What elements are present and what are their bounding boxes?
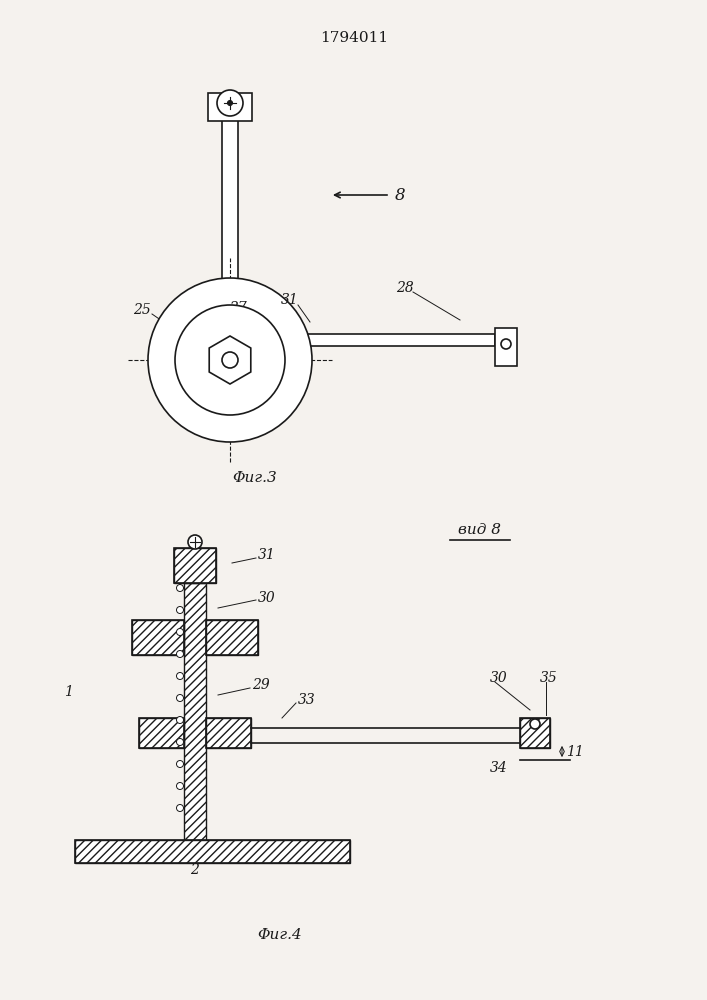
Text: 29: 29 [252,678,270,692]
Circle shape [175,305,285,415]
Bar [184,583,206,855]
Bar [206,620,258,655]
Bar [520,718,550,748]
Circle shape [177,738,184,746]
Text: 2: 2 [191,863,199,877]
Text: Φиг.3: Φиг.3 [233,471,277,485]
Text: 30: 30 [490,671,508,685]
Bar [520,718,550,748]
Circle shape [177,672,184,680]
Bar [132,620,184,655]
Polygon shape [209,336,251,384]
Bar [206,718,251,748]
Bar [495,328,517,366]
Circle shape [177,760,184,768]
Bar [139,718,184,748]
Text: 31: 31 [281,293,299,307]
Circle shape [177,606,184,613]
Text: 30: 30 [258,591,276,605]
Bar [139,718,184,748]
Text: 1794011: 1794011 [320,31,388,45]
Circle shape [177,584,184,591]
Circle shape [177,716,184,724]
Circle shape [501,339,511,349]
Bar [75,840,350,863]
Circle shape [177,694,184,702]
Circle shape [177,650,184,658]
Bar [206,718,251,748]
Text: 34: 34 [490,761,508,775]
Text: вид 8: вид 8 [459,523,501,537]
Circle shape [217,90,243,116]
Text: 27: 27 [229,301,247,315]
Text: 25: 25 [133,303,151,317]
Text: 1: 1 [64,685,72,699]
Circle shape [228,101,233,105]
Bar [208,93,252,121]
Bar [222,107,238,360]
Text: 8: 8 [395,186,406,204]
Text: Φиг.4: Φиг.4 [257,928,303,942]
Bar [75,840,350,863]
Text: 11: 11 [566,745,584,759]
Text: 31: 31 [258,548,276,562]
Bar [174,548,216,583]
Text: 33: 33 [298,693,316,707]
Bar [174,548,216,583]
Text: 28: 28 [396,281,414,295]
Circle shape [177,804,184,812]
Text: 35: 35 [540,671,558,685]
Circle shape [177,782,184,790]
Bar [230,334,495,346]
Bar [206,620,258,655]
Circle shape [148,278,312,442]
Bar [132,620,184,655]
Circle shape [530,719,540,729]
Circle shape [177,629,184,636]
Circle shape [188,535,202,549]
Circle shape [222,352,238,368]
